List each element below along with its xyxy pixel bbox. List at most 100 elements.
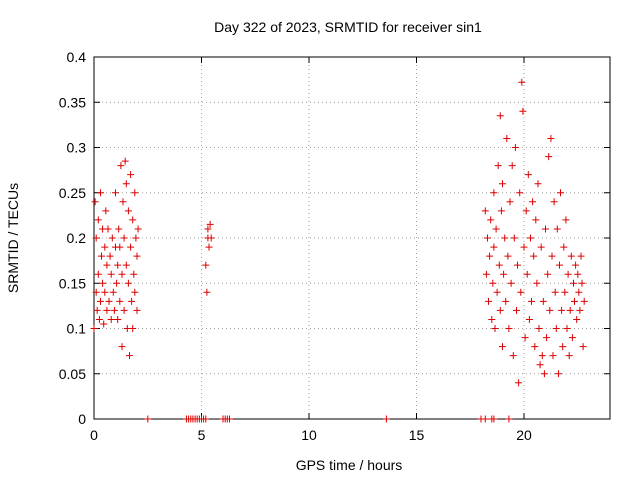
data-point <box>487 216 495 224</box>
data-point <box>127 171 135 179</box>
data-point <box>91 198 99 206</box>
data-point <box>485 297 492 305</box>
data-point <box>554 370 562 378</box>
data-point <box>506 198 514 206</box>
data-point <box>130 270 138 278</box>
data-point <box>559 343 567 351</box>
data-point <box>107 316 115 323</box>
data-point <box>514 261 521 269</box>
data-point <box>104 225 112 233</box>
data-point <box>525 316 533 323</box>
data-point <box>533 279 541 287</box>
data-point <box>531 343 539 351</box>
y-tick-label: 0.3 <box>67 140 87 156</box>
data-point <box>116 297 124 305</box>
data-point <box>481 207 489 215</box>
data-point <box>93 306 101 314</box>
data-point <box>106 252 114 260</box>
data-point <box>568 334 576 342</box>
data-point <box>534 180 542 188</box>
data-point <box>124 207 132 215</box>
data-point <box>95 316 103 323</box>
x-tick-label: 15 <box>409 427 425 443</box>
data-point <box>108 234 116 242</box>
data-point <box>571 297 578 305</box>
data-point <box>119 198 127 206</box>
data-point <box>204 225 212 233</box>
data-point <box>207 234 215 242</box>
data-point <box>117 162 125 170</box>
axis-ticks: 0 0.05 0.1 0.15 0.2 0.25 0.3 0.35 0.4 0 5 10 15 20 <box>59 49 610 443</box>
data-point <box>558 306 566 314</box>
data-point <box>519 107 527 115</box>
data-point <box>496 306 504 314</box>
data-point <box>202 261 210 269</box>
data-point <box>539 297 547 305</box>
data-point <box>128 297 136 305</box>
data-point <box>133 252 141 260</box>
x-tick-label: 5 <box>198 427 206 443</box>
y-axis-label: SRMTID / TECUs <box>5 183 21 293</box>
data-point <box>580 297 588 305</box>
data-point <box>500 270 508 278</box>
y-tick-label: 0.1 <box>67 321 87 337</box>
data-point <box>490 189 498 197</box>
data-point <box>537 243 545 251</box>
data-point <box>540 370 548 378</box>
data-point <box>517 288 525 296</box>
data-point <box>510 234 518 242</box>
data-point <box>206 220 214 228</box>
data-point <box>203 288 211 296</box>
data-point <box>504 252 512 260</box>
data-point <box>126 352 133 360</box>
data-point <box>112 189 119 197</box>
data-point <box>523 270 531 278</box>
data-point <box>202 415 210 423</box>
data-point <box>99 279 107 287</box>
data-point <box>575 288 583 296</box>
data-point <box>491 325 499 332</box>
data-point <box>579 343 587 351</box>
data-point <box>505 325 513 332</box>
data-point <box>577 252 585 260</box>
data-point <box>492 225 500 233</box>
data-point <box>113 279 121 287</box>
y-tick-label: 0.15 <box>59 275 86 291</box>
data-point <box>530 252 538 260</box>
data-point <box>561 288 569 296</box>
data-point <box>538 352 546 360</box>
data-point <box>507 279 515 287</box>
data-point <box>103 261 111 269</box>
data-point <box>574 270 582 278</box>
data-point <box>484 234 491 242</box>
data-point <box>496 112 504 120</box>
data-point <box>105 297 113 305</box>
data-point <box>562 216 570 224</box>
data-point <box>488 316 496 323</box>
data-point <box>100 320 108 328</box>
data-point <box>536 361 544 369</box>
data-point <box>133 306 141 314</box>
data-point <box>144 415 152 423</box>
data-point <box>114 261 122 269</box>
data-point <box>572 261 580 269</box>
data-point <box>511 144 519 151</box>
data-point <box>115 225 123 233</box>
data-point <box>560 243 568 251</box>
data-point <box>522 207 530 215</box>
data-point <box>532 216 540 224</box>
grid-lines <box>94 57 610 419</box>
data-point <box>493 288 501 296</box>
data-point <box>116 243 124 251</box>
y-tick-label: 0.25 <box>59 185 86 201</box>
data-point <box>546 306 554 314</box>
data-point <box>107 270 115 278</box>
data-point <box>548 252 556 260</box>
data-point <box>101 243 109 251</box>
data-point <box>520 243 528 251</box>
y-tick-label: 0.2 <box>67 230 87 246</box>
data-point <box>495 261 503 269</box>
data-point <box>509 352 517 360</box>
data-point <box>120 234 128 242</box>
